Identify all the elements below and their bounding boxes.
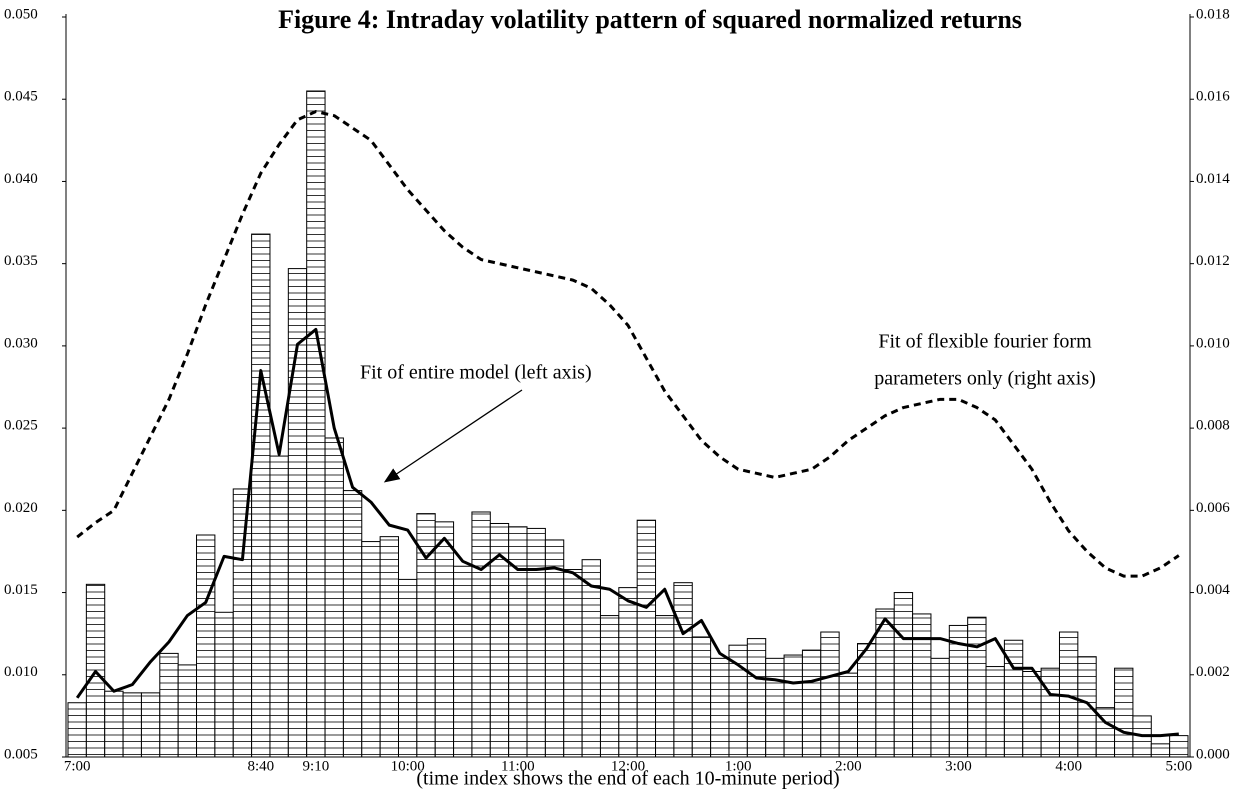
bar xyxy=(177,664,198,758)
bar xyxy=(251,233,271,758)
y-tick-label: 0.020 xyxy=(4,500,38,516)
y-tick-label: 0.005 xyxy=(4,746,38,762)
y2-tick-label: 0.000 xyxy=(1196,746,1230,762)
y-tick-label: 0.040 xyxy=(4,171,38,187)
bar xyxy=(599,615,620,758)
x-axis-label: (time index shows the end of each 10-min… xyxy=(416,768,839,790)
x-tick-label: 10:00 xyxy=(391,758,425,774)
bar xyxy=(636,519,657,758)
bar xyxy=(269,455,289,758)
x-tick-label: 7:00 xyxy=(64,758,91,774)
x-tick-label: 4:00 xyxy=(1055,758,1082,774)
bar xyxy=(1077,656,1097,758)
dashed-line xyxy=(76,110,1180,578)
x-tick-label: 3:00 xyxy=(945,758,972,774)
bar xyxy=(1040,667,1060,758)
bar xyxy=(342,490,363,758)
bar xyxy=(746,638,767,758)
bar xyxy=(361,541,381,758)
annotation-arrow xyxy=(383,389,523,483)
x-tick-label: 11:00 xyxy=(501,758,535,774)
annotation: Fit of entire model (left axis) xyxy=(360,362,592,384)
bar xyxy=(930,657,950,758)
y2-tick-label: 0.018 xyxy=(1196,6,1230,22)
bar xyxy=(1114,667,1134,758)
annotation: parameters only (right axis) xyxy=(874,368,1096,390)
bar xyxy=(893,592,914,758)
bar xyxy=(508,526,528,758)
bar xyxy=(967,616,987,758)
bar xyxy=(912,613,932,758)
x-tick-label: 1:00 xyxy=(725,758,752,774)
y2-tick-label: 0.002 xyxy=(1196,664,1230,680)
bar xyxy=(453,565,473,758)
y2-tick-label: 0.014 xyxy=(1196,171,1230,187)
bar xyxy=(287,268,308,758)
y-tick-label: 0.045 xyxy=(4,89,38,105)
x-tick-label: 5:00 xyxy=(1165,758,1192,774)
x-tick-label: 2:00 xyxy=(835,758,862,774)
bar xyxy=(1022,670,1042,758)
x-tick-label: 8:40 xyxy=(247,758,274,774)
y2-tick-label: 0.010 xyxy=(1196,335,1230,351)
bar xyxy=(159,652,179,758)
bar xyxy=(122,692,142,758)
y-tick-label: 0.010 xyxy=(4,664,38,680)
bar xyxy=(471,511,491,758)
bar xyxy=(838,672,859,758)
plot-area: 0.005 0.010 0.015 0.020 0.025 0.030 0.035 0.040… xyxy=(4,6,1230,774)
bar xyxy=(324,437,344,758)
x-tick-label: 12:00 xyxy=(611,758,645,774)
bar xyxy=(985,666,1005,758)
y2-tick-label: 0.016 xyxy=(1196,89,1230,105)
bar xyxy=(67,702,87,758)
bar xyxy=(397,578,418,758)
bar xyxy=(765,657,785,758)
bar xyxy=(801,649,822,758)
bar xyxy=(857,643,877,758)
bar xyxy=(673,582,693,758)
bar xyxy=(214,611,234,758)
y2-tick-label: 0.004 xyxy=(1196,582,1230,598)
y-tick-label: 0.015 xyxy=(4,582,38,598)
bar xyxy=(544,539,565,758)
annotation: Fit of flexible fourier form xyxy=(878,331,1092,353)
bar xyxy=(379,536,399,758)
y2-tick-label: 0.008 xyxy=(1196,418,1230,434)
bar xyxy=(434,521,455,758)
y-tick-label: 0.035 xyxy=(4,253,38,269)
bar xyxy=(140,692,161,758)
y-tick-label: 0.050 xyxy=(4,6,38,22)
bar xyxy=(232,488,253,758)
bar xyxy=(783,654,803,758)
bar xyxy=(820,631,840,758)
bar xyxy=(1150,743,1171,758)
bar xyxy=(581,559,601,758)
bar xyxy=(196,534,216,758)
bar xyxy=(104,690,124,758)
chart-title: Figure 4: Intraday volatility pattern of… xyxy=(278,5,1022,34)
y2-tick-label: 0.012 xyxy=(1196,253,1230,269)
y-tick-label: 0.025 xyxy=(4,418,38,434)
line xyxy=(75,327,1179,738)
bar xyxy=(710,657,730,758)
bar xyxy=(618,587,638,758)
bar xyxy=(526,527,546,758)
bar xyxy=(1169,735,1189,758)
bar xyxy=(563,569,583,758)
y-tick-label: 0.030 xyxy=(4,335,38,351)
bar xyxy=(691,636,712,758)
x-tick-label: 9:10 xyxy=(303,758,330,774)
bar xyxy=(655,615,675,758)
y2-tick-label: 0.006 xyxy=(1196,500,1230,516)
bar xyxy=(306,90,326,758)
